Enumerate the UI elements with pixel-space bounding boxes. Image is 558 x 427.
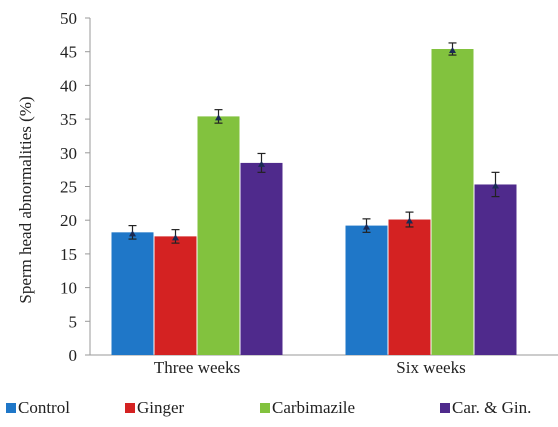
y-axis: 0 5 10 15 20 25 30 35 40 45 50 (60, 9, 91, 365)
legend: Control Ginger Carbimazile Car. & Gin. (6, 398, 531, 417)
bar (240, 162, 283, 355)
x-category-label: Three weeks (154, 358, 240, 377)
bar (111, 232, 154, 355)
y-tick-label: 35 (60, 110, 77, 129)
legend-item-label: Ginger (137, 398, 185, 417)
y-tick-label: 25 (60, 178, 77, 197)
x-axis: Three weeks Six weeks (90, 354, 558, 377)
y-tick-label: 0 (69, 346, 78, 365)
y-tick-label: 30 (60, 144, 77, 163)
bar (197, 116, 240, 356)
y-tick-label: 40 (60, 76, 77, 95)
data-point-marker (406, 217, 413, 224)
legend-swatch (6, 403, 16, 413)
data-point-marker (215, 114, 222, 121)
y-tick-label: 20 (60, 211, 77, 230)
bars (111, 49, 517, 356)
data-point-marker (363, 223, 370, 230)
bar (388, 219, 431, 355)
data-point-marker (449, 47, 456, 54)
bar (154, 236, 197, 355)
data-point-marker (172, 234, 179, 241)
y-tick-label: 45 (60, 43, 77, 62)
y-tick-label: 5 (69, 312, 78, 331)
data-point-marker (492, 182, 499, 189)
legend-item-label: Control (18, 398, 70, 417)
y-tick-label: 10 (60, 279, 77, 298)
bar (474, 184, 517, 355)
data-point-marker (129, 230, 136, 237)
legend-swatch (260, 403, 270, 413)
data-point-marker (258, 160, 265, 167)
legend-item-label: Car. & Gin. (452, 398, 531, 417)
y-tick-label: 50 (60, 9, 77, 28)
y-axis-title: Sperm head abnormalities (%) (16, 96, 35, 303)
legend-swatch (440, 403, 450, 413)
legend-swatch (125, 403, 135, 413)
bar (345, 225, 388, 355)
legend-item-label: Carbimazile (272, 398, 355, 417)
error-bars (128, 42, 500, 244)
bar (431, 49, 474, 356)
y-tick-label: 15 (60, 245, 77, 264)
x-category-label: Six weeks (396, 358, 465, 377)
